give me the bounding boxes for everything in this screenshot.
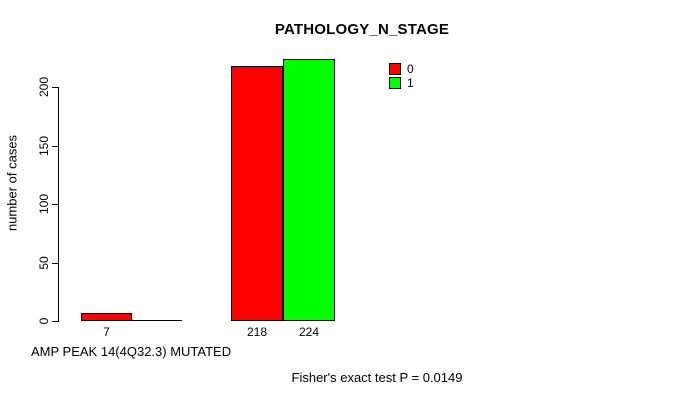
bar-series1-group-1-zero [132, 320, 182, 321]
y-axis-tick-label: 150 [37, 135, 51, 157]
bar-series0-group-2 [231, 66, 283, 321]
legend-item: 0 [389, 62, 414, 76]
y-axis-tick [52, 321, 59, 322]
y-axis-tick-label: 100 [37, 193, 51, 215]
legend-item: 1 [389, 76, 414, 90]
chart-title: PATHOLOGY_N_STAGE [274, 21, 450, 38]
p-value-annotation: Fisher's exact test P = 0.0149 [291, 370, 463, 385]
bar-value-label: 224 [298, 325, 320, 339]
legend-label: 0 [407, 61, 414, 76]
bar-value-label: 7 [103, 325, 110, 339]
y-axis-tick [52, 263, 59, 264]
legend-swatch-icon [389, 63, 401, 75]
y-axis-tick [52, 204, 59, 205]
legend-swatch-icon [389, 77, 401, 89]
bar-series1-group-2 [283, 59, 335, 321]
x-axis-label: AMP PEAK 14(4Q32.3) MUTATED [31, 344, 232, 359]
y-axis-tick-label: 200 [37, 76, 51, 98]
y-axis-label: number of cases [4, 134, 20, 232]
bar-series0-group-1 [81, 313, 132, 321]
y-axis-tick-label: 0 [37, 317, 51, 325]
y-axis-tick-label: 50 [37, 256, 51, 270]
legend-label: 1 [407, 75, 414, 90]
y-axis-tick [52, 146, 59, 147]
y-axis-tick [52, 87, 59, 88]
bar-value-label: 218 [246, 325, 268, 339]
